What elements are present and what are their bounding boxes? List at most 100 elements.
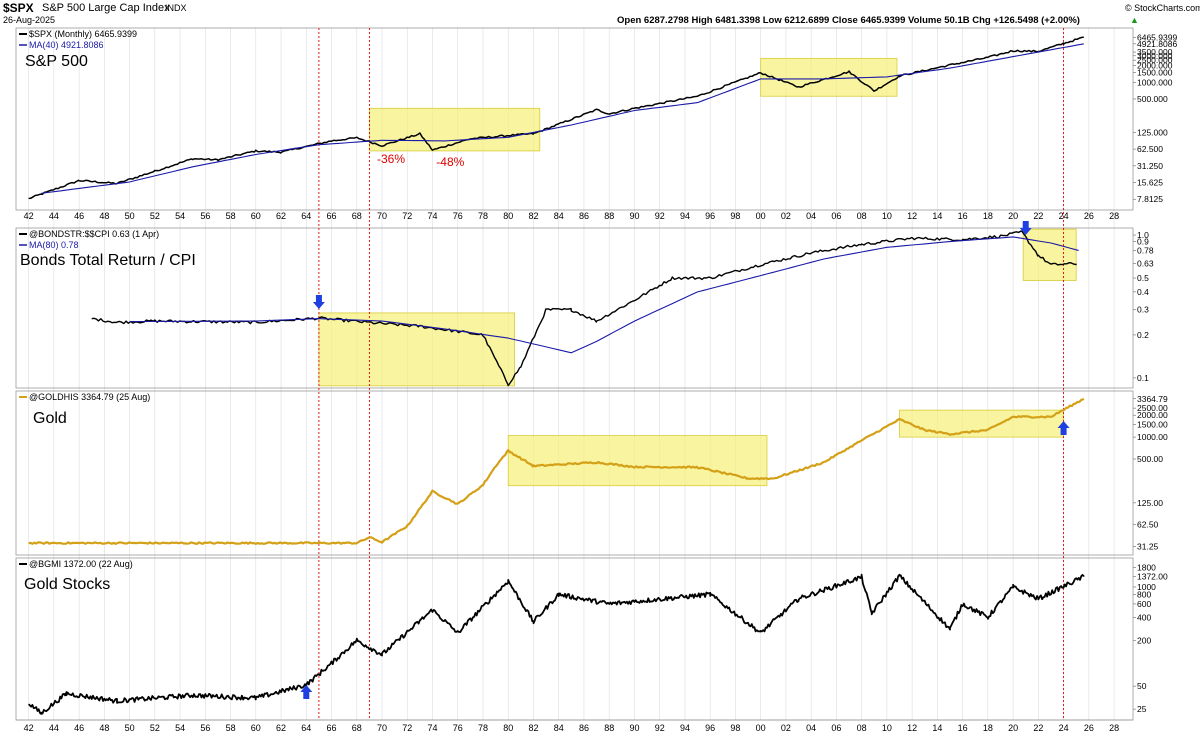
y-tick-label: 1500.000 (1137, 67, 1173, 77)
x-tick-label: 22 (1033, 723, 1043, 733)
y-tick-label: 500.000 (1137, 94, 1168, 104)
x-tick-label: 16 (958, 211, 968, 221)
x-tick-label: 26 (1084, 723, 1094, 733)
x-tick-label: 46 (74, 723, 84, 733)
x-tick-label: 10 (882, 211, 892, 221)
y-tick-label: 600 (1137, 599, 1151, 609)
x-tick-label: 12 (907, 211, 917, 221)
panel-frame (15, 27, 1134, 211)
x-tick-label: 62 (276, 211, 286, 221)
x-tick-label: 44 (49, 211, 59, 221)
y-tick-label: 200 (1137, 635, 1151, 645)
highlight-box (1022, 228, 1077, 281)
price-series-line (27, 573, 1085, 715)
drawdown-annotation: -48% (436, 155, 464, 169)
x-tick-label: 02 (781, 723, 791, 733)
x-tick-label: 96 (705, 211, 715, 221)
y-tick-label: 50 (1137, 681, 1147, 691)
x-tick-label: 68 (352, 723, 362, 733)
ma-legend: MA(80) 0.78 (29, 240, 79, 250)
x-tick-label: 42 (24, 723, 34, 733)
highlight-box (899, 409, 1064, 438)
x-tick-label: 08 (857, 211, 867, 221)
x-tick-label: 14 (932, 723, 942, 733)
y-tick-label: 0.4 (1137, 287, 1149, 297)
x-tick-label: 62 (276, 723, 286, 733)
panel-frame (15, 227, 1134, 389)
panel-title: Gold Stocks (24, 576, 110, 593)
x-tick-label: 82 (528, 723, 538, 733)
x-tick-label: 60 (251, 723, 261, 733)
index-name: S&P 500 Large Cap Index (42, 2, 170, 14)
y-tick-label: 62.50 (1137, 520, 1159, 530)
up-arrow-icon: ▲ (1130, 15, 1139, 25)
y-tick-label: 0.5 (1137, 273, 1149, 283)
panel-title: S&P 500 (25, 53, 88, 70)
x-tick-label: 84 (554, 723, 564, 733)
y-tick-label: 0.2 (1137, 330, 1149, 340)
exchange-label: INDX (165, 3, 187, 13)
x-tick-label: 96 (705, 723, 715, 733)
x-tick-label: 74 (428, 211, 438, 221)
x-tick-label: 22 (1033, 211, 1043, 221)
highlight-box (318, 312, 515, 387)
x-tick-label: 18 (983, 211, 993, 221)
y-tick-label: 2000.000 (1137, 61, 1173, 71)
x-tick-label: 00 (756, 211, 766, 221)
x-tick-label: 76 (453, 723, 463, 733)
x-tick-label: 80 (503, 211, 513, 221)
y-tick-label: 1000.000 (1137, 77, 1173, 87)
x-tick-label: 14 (932, 211, 942, 221)
x-tick-label: 60 (251, 211, 261, 221)
y-tick-label: 3500.000 (1137, 47, 1173, 57)
x-tick-label: 54 (175, 723, 185, 733)
y-tick-label: 3364.79 (1137, 394, 1168, 404)
y-tick-label: 0.1 (1137, 373, 1149, 383)
y-tick-label: 2000.00 (1137, 410, 1168, 420)
blue-arrow-icon (1019, 221, 1032, 235)
panel-frame (15, 390, 1134, 556)
price-series-line (91, 230, 1077, 387)
y-tick-label: 800 (1137, 589, 1151, 599)
x-tick-label: 28 (1109, 211, 1119, 221)
x-tick-label: 66 (327, 723, 337, 733)
brand-label: © StockCharts.com (1125, 3, 1200, 13)
x-tick-label: 18 (983, 723, 993, 733)
y-tick-label: 62.500 (1137, 144, 1163, 154)
x-tick-label: 50 (125, 211, 135, 221)
x-tick-label: 90 (629, 723, 639, 733)
x-tick-label: 92 (655, 723, 665, 733)
price-series-line (28, 397, 1085, 545)
x-tick-label: 28 (1109, 723, 1119, 733)
chart-header: $SPX S&P 500 Large Cap Index INDX 26-Aug… (0, 0, 1200, 28)
blue-arrow-icon (312, 295, 325, 309)
x-tick-label: 70 (377, 211, 387, 221)
moving-average-line (129, 236, 1079, 354)
x-tick-label: 72 (402, 211, 412, 221)
y-tick-label: 6465.9399 (1137, 32, 1177, 42)
x-tick-label: 78 (478, 723, 488, 733)
y-tick-label: 3000.000 (1137, 51, 1173, 61)
x-tick-label: 24 (1059, 723, 1069, 733)
x-tick-label: 16 (958, 723, 968, 733)
panel-title: Gold (33, 410, 67, 427)
x-tick-label: 46 (74, 211, 84, 221)
x-tick-label: 74 (428, 723, 438, 733)
x-tick-label: 98 (730, 723, 740, 733)
x-tick-label: 42 (24, 211, 34, 221)
y-tick-label: 1800 (1137, 563, 1156, 573)
x-tick-label: 88 (604, 723, 614, 733)
y-tick-label: 0.63 (1137, 259, 1154, 269)
y-tick-label: 4921.8086 (1137, 39, 1177, 49)
x-tick-label: 82 (528, 211, 538, 221)
y-tick-label: 15.625 (1137, 178, 1163, 188)
y-tick-label: 25 (1137, 704, 1147, 714)
x-tick-label: 52 (150, 211, 160, 221)
x-tick-label: 94 (680, 723, 690, 733)
x-tick-label: 24 (1059, 211, 1069, 221)
x-tick-label: 56 (200, 211, 210, 221)
x-tick-label: 52 (150, 723, 160, 733)
y-tick-label: 1.0 (1137, 230, 1149, 240)
y-tick-label: 400 (1137, 612, 1151, 622)
x-tick-label: 08 (857, 723, 867, 733)
